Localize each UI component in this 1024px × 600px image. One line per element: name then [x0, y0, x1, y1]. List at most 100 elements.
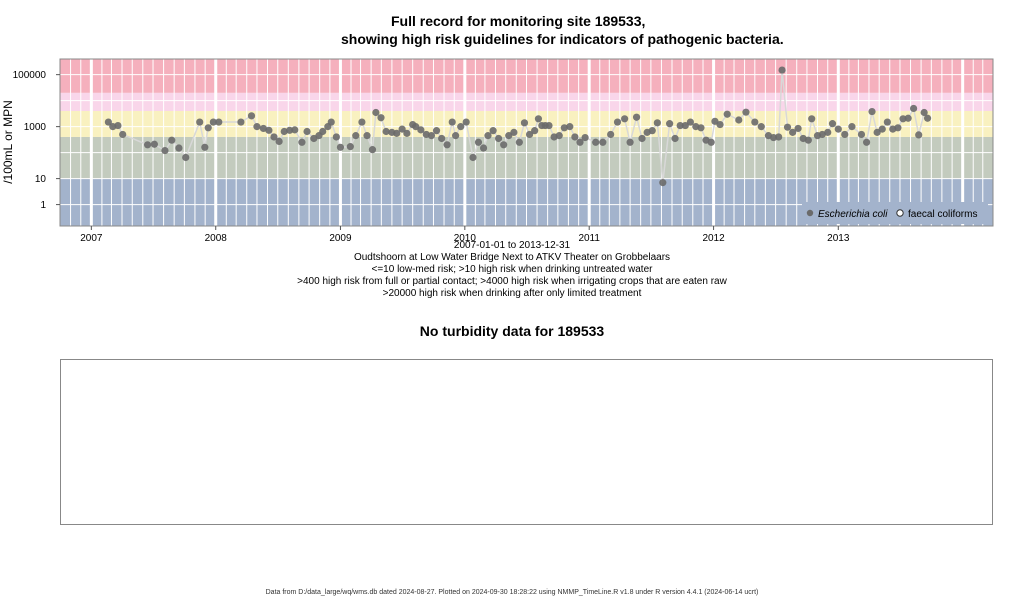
data-point: [878, 125, 886, 133]
data-point: [196, 118, 204, 126]
data-point: [291, 126, 299, 134]
data-point: [215, 118, 223, 126]
data-point: [104, 118, 112, 126]
legend-box: [802, 202, 988, 224]
data-point: [119, 130, 127, 139]
caption-date-range: 2007-01-01 to 2013-12-31: [453, 240, 571, 251]
data-point: [735, 116, 743, 124]
data-point: [778, 66, 786, 74]
data-point: [599, 138, 607, 146]
data-point: [209, 118, 217, 126]
x-tick-label: 2012: [702, 233, 725, 244]
chart-title-line1: Full record for monitoring site 189533,: [391, 13, 646, 29]
y-tick-label: 1000: [24, 122, 47, 133]
data-point: [848, 123, 856, 131]
data-point: [457, 123, 465, 131]
data-point: [676, 121, 684, 130]
data-point: [534, 115, 543, 123]
data-point: [484, 132, 492, 140]
data-point: [474, 138, 483, 146]
data-point: [427, 132, 436, 140]
data-point: [883, 118, 891, 126]
data-point: [659, 179, 667, 187]
data-point: [275, 137, 283, 146]
plot-frame: [59, 58, 994, 227]
data-point: [910, 104, 918, 113]
data-point: [327, 118, 335, 126]
legend-label: faecal coliforms: [908, 209, 977, 220]
data-point: [520, 119, 529, 127]
x-tick-label: 2011: [578, 233, 600, 244]
x-tick-label: 2008: [205, 233, 228, 244]
data-point: [716, 120, 724, 129]
data-point: [904, 114, 912, 122]
data-point: [560, 124, 568, 132]
data-point: [566, 123, 574, 131]
data-point: [505, 132, 513, 140]
data-point: [621, 115, 629, 123]
data-point: [555, 132, 563, 140]
data-point: [432, 127, 441, 135]
data-point: [576, 138, 584, 146]
data-point: [626, 138, 634, 146]
bacteria-chart: 1 10 1000 100000 2007 2008 2009 2010 2011 2012 201…: [1, 58, 994, 244]
x-tick-label: 2009: [329, 233, 352, 244]
caption-risk-contact: >400 high risk from full or partial cont…: [297, 276, 727, 287]
data-point: [182, 153, 190, 162]
data-point: [545, 121, 553, 130]
data-point: [462, 118, 470, 126]
data-point: [804, 136, 812, 144]
data-point: [525, 130, 534, 139]
data-point: [358, 118, 366, 126]
legend-marker: [806, 209, 814, 217]
data-point: [681, 121, 689, 130]
legend-marker: [896, 209, 904, 217]
data-point: [469, 153, 477, 162]
data-point: [894, 124, 902, 132]
data-point: [403, 129, 411, 137]
caption-risk-treatment: >20000 high risk when drinking after onl…: [382, 288, 642, 299]
data-point: [143, 141, 152, 149]
data-point: [452, 132, 460, 140]
data-point: [666, 120, 674, 128]
data-point: [531, 127, 539, 135]
data-point: [841, 130, 849, 139]
data-point: [834, 125, 842, 133]
data-point: [438, 134, 446, 143]
data-point: [368, 146, 377, 154]
data-point: [161, 146, 169, 155]
data-point: [204, 124, 212, 132]
data-point: [824, 128, 832, 136]
data-point: [393, 129, 401, 137]
data-point: [592, 138, 600, 146]
x-tick-label: 2010: [454, 233, 477, 244]
data-point: [412, 123, 420, 131]
data-point: [828, 120, 837, 128]
data-point: [923, 114, 932, 122]
data-point: [868, 107, 876, 116]
data-point: [270, 133, 278, 141]
data-point: [632, 113, 641, 121]
y-axis-label: /100mL or MPN: [1, 100, 15, 184]
data-point: [697, 124, 705, 132]
data-point: [757, 123, 765, 131]
y-tick-label: 1: [40, 200, 46, 211]
data-point: [377, 114, 385, 122]
data-point: [168, 136, 176, 144]
data-point: [808, 115, 816, 123]
footer-note: Data from D:/data_large/wq/wms.db dated …: [265, 589, 759, 596]
data-point: [751, 118, 759, 126]
data-point: [862, 138, 871, 146]
legend: Escherichia coli faecal coliforms: [802, 202, 988, 224]
data-point: [150, 140, 158, 148]
data-point: [711, 117, 719, 125]
y-tick-label: 10: [35, 174, 47, 185]
data-point: [336, 143, 345, 151]
data-point: [346, 143, 354, 151]
data-point: [783, 123, 792, 131]
data-point: [494, 134, 503, 143]
data-point: [382, 127, 390, 136]
data-point: [332, 133, 340, 141]
data-point: [114, 121, 122, 130]
caption-risk-low: <=10 low-med risk; >10 high risk when dr…: [371, 264, 653, 275]
